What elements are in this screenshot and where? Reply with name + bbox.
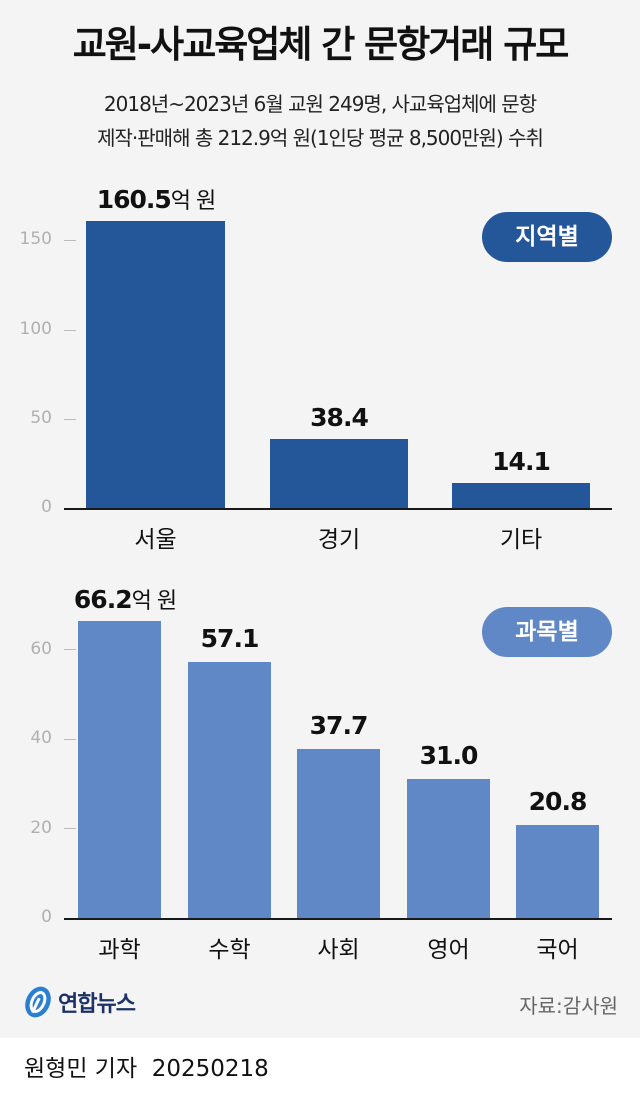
y-tick: 100	[19, 319, 52, 339]
byline: 원형민 기자 20250218	[24, 1056, 269, 1082]
bar-social	[297, 749, 380, 918]
value-label: 14.1	[492, 447, 551, 476]
category-label: 과학	[98, 937, 141, 963]
yonhap-logo-icon	[25, 986, 51, 1018]
bar-math	[188, 662, 271, 918]
y-tickmark	[64, 240, 76, 241]
category-label: 경기	[317, 527, 361, 553]
bar-science	[78, 621, 161, 918]
y-tickmark	[64, 739, 76, 740]
bar-seoul	[86, 221, 225, 508]
y-tickmark	[64, 649, 76, 650]
y-tickmark	[64, 330, 76, 331]
category-label: 서울	[134, 527, 177, 553]
subtitle-line-1: 2018년~2023년 6월 교원 249명, 사교육업체에 문항	[103, 92, 537, 116]
y-tick: 150	[19, 229, 52, 249]
region-badge: 지역별	[482, 212, 612, 262]
y-tick: 50	[30, 408, 52, 428]
category-label: 국어	[536, 937, 579, 963]
page-title: 교원-사교육업체 간 문항거래 규모	[72, 23, 570, 66]
bar-korean	[516, 825, 599, 918]
bar-gyeonggi	[270, 439, 408, 508]
value-label: 37.7	[309, 711, 369, 740]
value-label: 20.8	[528, 787, 588, 816]
x-axis	[64, 918, 612, 920]
category-label: 사회	[317, 937, 360, 963]
y-tick: 60	[30, 639, 52, 659]
subtitle-line-2: 제작·판매해 총 212.9억 원(1인당 평균 8,500만원) 수취	[97, 126, 544, 150]
y-tick: 0	[41, 907, 52, 927]
category-label: 기타	[499, 527, 543, 553]
yonhap-logo: 연합뉴스	[22, 984, 136, 1020]
x-axis	[64, 508, 612, 510]
value-label: 38.4	[310, 403, 369, 432]
category-label: 영어	[427, 937, 470, 963]
y-tick: 40	[30, 728, 52, 748]
yonhap-logo-text: 연합뉴스	[58, 992, 136, 1017]
value-label: 66.2억 원	[73, 585, 177, 614]
y-tickmark	[64, 419, 76, 420]
value-label: 57.1	[200, 624, 260, 653]
value-label: 31.0	[419, 741, 479, 770]
bar-other	[452, 483, 590, 508]
y-tick: 20	[30, 818, 52, 838]
category-label: 수학	[208, 937, 251, 963]
value-label: 160.5억 원	[96, 185, 217, 214]
y-tick: 0	[41, 497, 52, 517]
subject-badge: 과목별	[482, 607, 612, 657]
bar-english	[407, 779, 490, 918]
y-tickmark	[64, 828, 76, 829]
source-label: 자료:감사원	[519, 994, 618, 1018]
